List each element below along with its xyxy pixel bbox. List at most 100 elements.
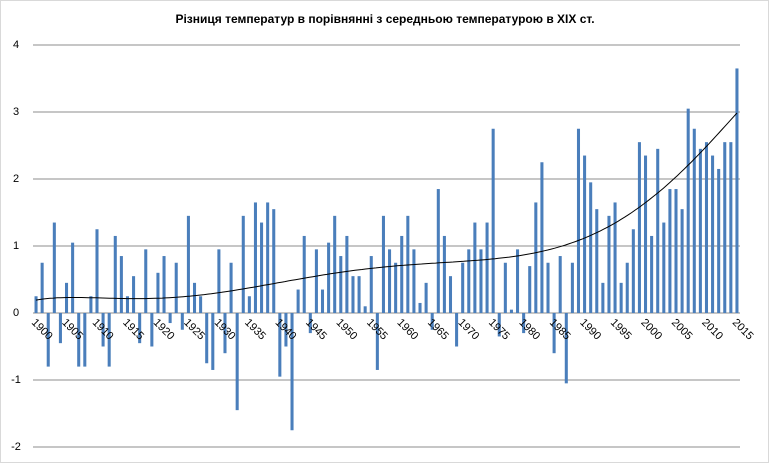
bar xyxy=(260,222,264,313)
bar xyxy=(229,262,233,313)
bar xyxy=(192,282,197,313)
y-tick-label: -1 xyxy=(11,374,21,386)
y-tick-label: 4 xyxy=(13,39,19,51)
bar xyxy=(327,242,331,313)
bar xyxy=(34,296,38,313)
bar xyxy=(619,282,623,313)
bar xyxy=(662,222,666,313)
bar xyxy=(284,313,288,347)
bar xyxy=(570,262,574,313)
bar xyxy=(278,313,282,377)
bar xyxy=(631,229,635,313)
bar xyxy=(692,128,696,313)
bar xyxy=(113,235,117,313)
bar xyxy=(107,313,111,367)
bar xyxy=(467,249,471,313)
bar xyxy=(290,313,294,431)
bar xyxy=(528,266,532,313)
bar xyxy=(266,202,270,313)
bar xyxy=(394,262,398,313)
bar xyxy=(168,313,172,324)
bar xyxy=(589,182,593,313)
bar xyxy=(46,313,50,367)
bar xyxy=(369,256,373,313)
bar xyxy=(272,209,276,313)
bar xyxy=(735,68,739,313)
bar xyxy=(217,249,221,313)
bar xyxy=(424,282,428,313)
bar xyxy=(119,256,123,313)
bar xyxy=(320,289,325,313)
bar xyxy=(52,222,56,313)
bar xyxy=(497,313,501,337)
bar xyxy=(723,142,727,313)
bar xyxy=(704,142,709,313)
bar xyxy=(89,296,93,313)
bar xyxy=(491,128,495,313)
bar xyxy=(558,256,562,313)
bar xyxy=(253,202,257,313)
bar xyxy=(333,215,337,313)
bar xyxy=(601,282,605,313)
bar xyxy=(686,108,690,314)
bar xyxy=(363,306,367,313)
bar xyxy=(674,189,678,313)
chart-title: Різниця температур в порівнянні з середн… xyxy=(175,12,594,26)
bar xyxy=(314,249,318,313)
bar xyxy=(375,313,379,370)
bar xyxy=(442,235,446,313)
bar xyxy=(58,313,62,344)
bar xyxy=(625,262,629,313)
bar xyxy=(223,313,227,354)
bar xyxy=(680,209,684,313)
bar xyxy=(540,162,544,313)
bar xyxy=(150,313,154,347)
bar xyxy=(583,155,587,313)
bar xyxy=(138,313,142,344)
bar xyxy=(461,262,465,313)
y-tick-label: 1 xyxy=(13,240,19,252)
bar xyxy=(516,249,520,313)
bar xyxy=(125,296,129,313)
trendline xyxy=(35,112,738,301)
bar xyxy=(381,215,385,313)
bar xyxy=(235,313,239,411)
bar xyxy=(357,276,361,313)
bar xyxy=(388,249,392,313)
bar xyxy=(101,313,105,347)
bar xyxy=(40,262,44,313)
bar xyxy=(211,313,215,370)
y-tick-label: -2 xyxy=(11,441,21,453)
bar xyxy=(95,229,99,313)
bar xyxy=(351,276,355,313)
bar xyxy=(473,222,477,313)
bar xyxy=(205,313,209,364)
bar xyxy=(485,222,489,313)
bar xyxy=(199,296,203,313)
bar xyxy=(576,128,581,313)
bar xyxy=(448,276,453,313)
y-tick-label: 2 xyxy=(13,173,19,185)
bar xyxy=(637,142,641,313)
bar xyxy=(418,302,422,313)
bar xyxy=(503,262,507,313)
bar xyxy=(296,289,300,313)
bar xyxy=(729,142,733,313)
bar xyxy=(534,202,538,313)
bar xyxy=(144,249,148,313)
bar xyxy=(339,256,343,313)
bar xyxy=(717,168,721,313)
bar xyxy=(77,313,81,367)
bar xyxy=(412,249,416,313)
bar xyxy=(156,272,160,313)
bar xyxy=(83,313,87,367)
bar xyxy=(650,235,654,313)
y-tick-label: 3 xyxy=(13,106,19,118)
bar xyxy=(406,215,410,313)
bar xyxy=(180,313,184,330)
bar xyxy=(71,242,75,313)
bar xyxy=(607,215,611,313)
bar xyxy=(430,313,434,330)
bar xyxy=(436,189,440,313)
